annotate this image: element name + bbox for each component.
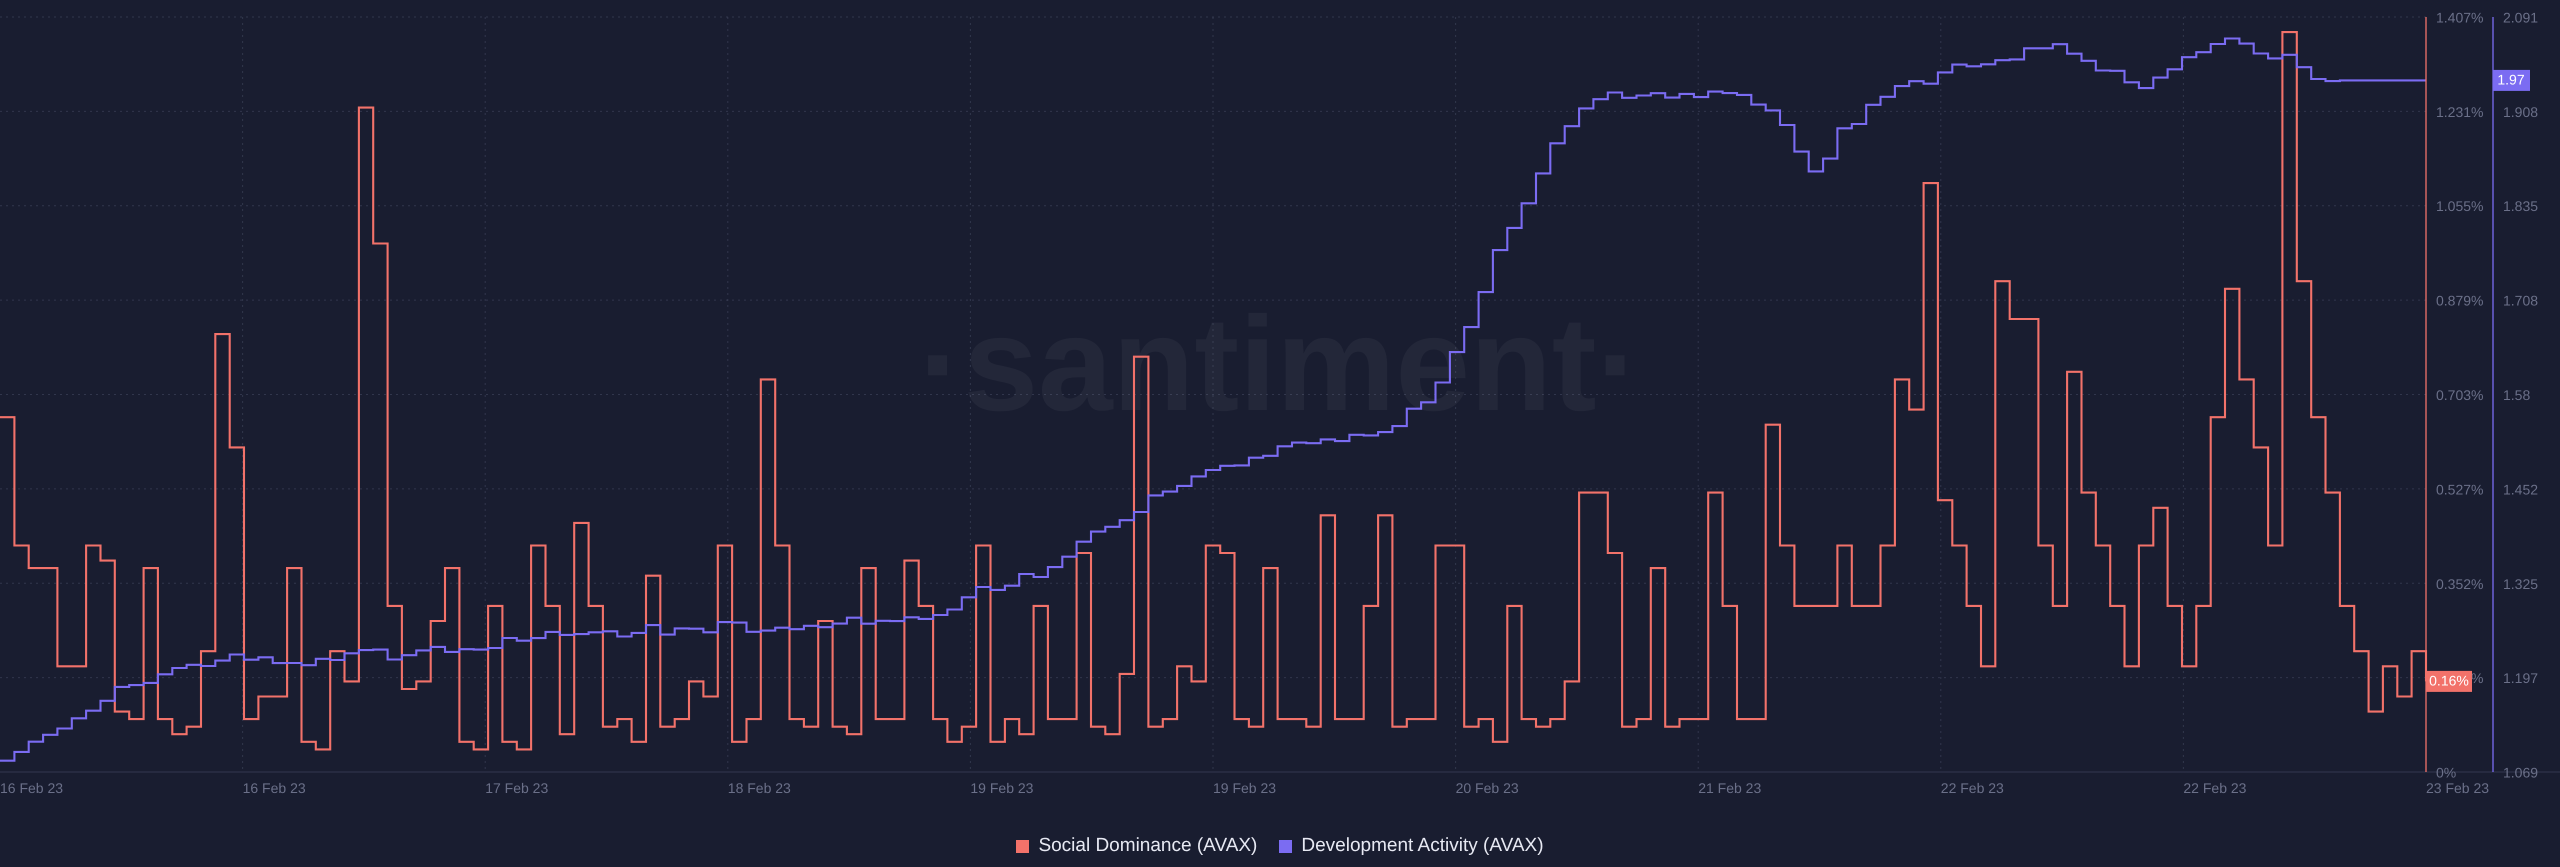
svg-text:2.091: 2.091: [2503, 10, 2538, 26]
svg-text:19 Feb 23: 19 Feb 23: [970, 780, 1033, 796]
svg-text:19 Feb 23: 19 Feb 23: [1213, 780, 1276, 796]
svg-text:20 Feb 23: 20 Feb 23: [1456, 780, 1519, 796]
svg-text:1.069: 1.069: [2503, 765, 2538, 781]
svg-text:·santiment·: ·santiment·: [919, 290, 1641, 439]
svg-text:1.325: 1.325: [2503, 576, 2538, 592]
svg-text:1.708: 1.708: [2503, 293, 2538, 309]
svg-text:1.055%: 1.055%: [2436, 198, 2483, 214]
svg-text:0.879%: 0.879%: [2436, 293, 2483, 309]
svg-text:17 Feb 23: 17 Feb 23: [485, 780, 548, 796]
svg-text:16 Feb 23: 16 Feb 23: [0, 780, 63, 796]
svg-text:23 Feb 23: 23 Feb 23: [2426, 780, 2489, 796]
svg-text:0.352%: 0.352%: [2436, 576, 2483, 592]
svg-text:16 Feb 23: 16 Feb 23: [243, 780, 306, 796]
svg-text:1.58: 1.58: [2503, 387, 2530, 403]
svg-text:1.97: 1.97: [2497, 72, 2524, 88]
svg-text:1.407%: 1.407%: [2436, 10, 2483, 26]
svg-text:1.835: 1.835: [2503, 198, 2538, 214]
svg-text:1.452: 1.452: [2503, 481, 2538, 497]
svg-text:22 Feb 23: 22 Feb 23: [1941, 780, 2004, 796]
svg-text:18 Feb 23: 18 Feb 23: [728, 780, 791, 796]
svg-text:1.231%: 1.231%: [2436, 104, 2483, 120]
svg-text:22 Feb 23: 22 Feb 23: [2183, 780, 2246, 796]
svg-text:1.197: 1.197: [2503, 670, 2538, 686]
svg-text:1.908: 1.908: [2503, 104, 2538, 120]
svg-text:21 Feb 23: 21 Feb 23: [1698, 780, 1761, 796]
svg-text:0%: 0%: [2436, 765, 2456, 781]
svg-text:0.16%: 0.16%: [2429, 673, 2469, 689]
svg-text:0.527%: 0.527%: [2436, 481, 2483, 497]
svg-text:0.703%: 0.703%: [2436, 387, 2483, 403]
